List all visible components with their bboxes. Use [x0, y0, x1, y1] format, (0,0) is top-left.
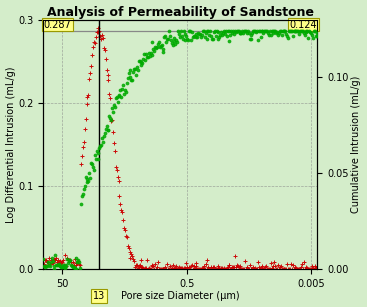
- Text: 13: 13: [92, 291, 105, 301]
- Y-axis label: Cumulative Intrusion (mL/g): Cumulative Intrusion (mL/g): [352, 76, 361, 213]
- Y-axis label: Log Differential Intrusion (mL/g): Log Differential Intrusion (mL/g): [6, 66, 15, 223]
- Text: 0.287: 0.287: [43, 20, 71, 30]
- Text: 0.124: 0.124: [290, 20, 317, 30]
- Title: Analysis of Permeability of Sandstone: Analysis of Permeability of Sandstone: [47, 6, 314, 18]
- X-axis label: Pore size Diameter (μm): Pore size Diameter (μm): [121, 291, 240, 301]
